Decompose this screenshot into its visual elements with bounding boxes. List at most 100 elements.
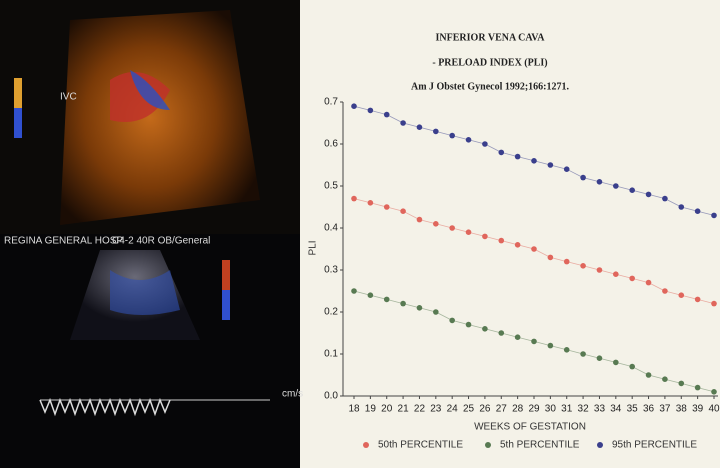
data-point (482, 141, 488, 147)
data-point (367, 107, 374, 114)
ultrasound-images: IVC REGINA GENERAL HOSP C4-2 40R OB/Gene… (0, 0, 303, 468)
color-bar (222, 290, 230, 320)
legend-marker (597, 442, 603, 448)
data-point (580, 351, 586, 357)
x-tick-label: 37 (659, 404, 671, 415)
data-point (580, 263, 586, 269)
color-doppler (130, 70, 170, 110)
y-tick-label: 0.0 (324, 391, 338, 402)
chart-title: INFERIOR VENA CAVA (436, 32, 546, 43)
x-tick-label: 27 (496, 404, 508, 415)
data-point (678, 292, 685, 299)
data-point (613, 271, 619, 278)
y-axis-label: PLI (308, 240, 319, 255)
color-doppler (110, 270, 180, 315)
data-point (367, 292, 374, 299)
data-point (433, 309, 439, 315)
color-doppler (110, 72, 170, 122)
data-point (416, 216, 423, 223)
image-label: REGINA GENERAL HOSP (4, 236, 123, 247)
data-point (433, 128, 439, 135)
data-point (547, 162, 554, 168)
data-point (498, 149, 505, 156)
data-point (563, 166, 570, 172)
x-tick-label: 29 (528, 404, 540, 415)
data-point (531, 246, 537, 252)
x-tick-label: 26 (479, 404, 491, 415)
x-tick-label: 25 (463, 404, 475, 415)
data-point (351, 195, 357, 202)
data-point (351, 103, 357, 109)
data-point (514, 334, 521, 341)
x-tick-label: 38 (676, 404, 688, 415)
data-point (629, 187, 635, 193)
legend-label: 95th PERCENTILE (612, 440, 697, 451)
data-point (367, 200, 374, 206)
image-label: cm/s (282, 389, 303, 400)
data-point (694, 208, 701, 214)
data-point (645, 279, 652, 286)
data-point (416, 305, 423, 311)
legend-marker (485, 442, 491, 448)
data-point (383, 296, 390, 303)
data-point (678, 204, 685, 210)
data-point (400, 120, 406, 126)
data-point (482, 326, 488, 332)
data-point (629, 275, 635, 282)
data-point (449, 317, 455, 324)
legend-marker (363, 442, 369, 448)
data-point (563, 347, 570, 353)
data-point (711, 389, 717, 395)
x-tick-label: 30 (545, 404, 557, 415)
data-point (613, 359, 619, 366)
ultrasound-sector (60, 10, 260, 225)
data-point (531, 338, 537, 345)
y-tick-label: 0.5 (324, 181, 338, 192)
data-point (383, 204, 390, 210)
x-tick-label: 28 (512, 404, 524, 415)
doppler-waveform (39, 397, 171, 417)
data-point (645, 191, 652, 198)
data-point (400, 300, 406, 307)
image-label: IVC (60, 92, 77, 103)
x-tick-label: 18 (348, 404, 360, 415)
x-axis-label: WEEKS OF GESTATION (474, 422, 586, 433)
data-point (531, 158, 537, 164)
data-point (433, 221, 439, 227)
legend-label: 5th PERCENTILE (500, 440, 580, 451)
data-point (465, 229, 472, 235)
data-point (449, 225, 455, 231)
data-point (351, 288, 357, 294)
data-point (416, 124, 423, 130)
y-tick-label: 0.6 (324, 139, 338, 150)
data-point (547, 342, 554, 349)
data-point (662, 376, 668, 383)
data-point (596, 179, 603, 185)
data-point (547, 254, 554, 261)
data-point (498, 330, 505, 336)
data-point (498, 237, 505, 244)
x-tick-label: 39 (692, 404, 704, 415)
data-point (645, 372, 652, 378)
data-point (629, 363, 635, 370)
x-tick-label: 40 (708, 404, 720, 415)
data-point (662, 288, 668, 294)
data-point (694, 296, 701, 303)
data-point (596, 267, 603, 273)
y-tick-label: 0.4 (324, 223, 338, 234)
x-tick-label: 35 (627, 404, 639, 415)
legend-label: 50th PERCENTILE (378, 440, 463, 451)
x-tick-label: 33 (594, 404, 606, 415)
color-bar (14, 108, 22, 138)
y-tick-label: 0.1 (324, 349, 338, 360)
x-tick-label: 31 (561, 404, 573, 415)
data-point (580, 174, 586, 181)
data-point (563, 258, 570, 265)
x-tick-label: 19 (365, 404, 377, 415)
x-tick-label: 21 (398, 404, 410, 415)
data-point (711, 300, 717, 307)
y-tick-label: 0.7 (324, 97, 338, 108)
y-tick-label: 0.2 (324, 307, 338, 318)
image-label: C4-2 40R OB/General (112, 236, 210, 247)
